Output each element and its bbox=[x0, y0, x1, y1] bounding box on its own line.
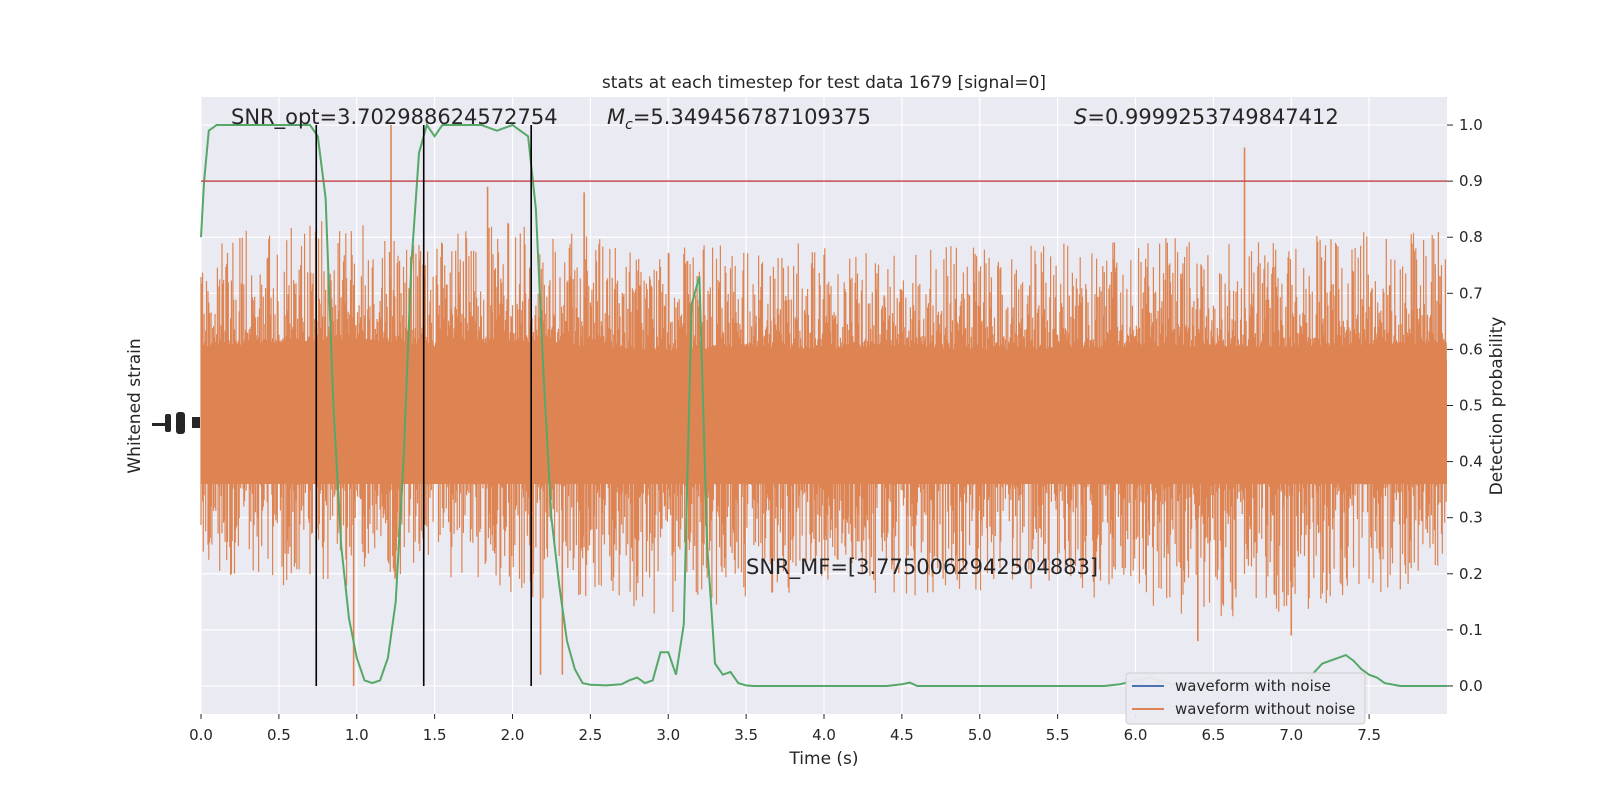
score-annotation: S=0.9999253749847412 bbox=[1074, 105, 1339, 129]
x-tick-label: 7.5 bbox=[1357, 726, 1381, 744]
y-tick-label: 0.9 bbox=[1459, 172, 1483, 190]
waveform-core-band bbox=[201, 360, 1447, 485]
x-axis-ticks: 0.0 0.5 1.0 1.5 2.0 2.5 3.0 3.5 4.0 4.5 5.0 5.5 6.0 6… bbox=[189, 714, 1381, 744]
left-axis-tick-mark bbox=[152, 423, 168, 426]
x-tick-label: 3.0 bbox=[656, 726, 680, 744]
y-tick-label: 0.8 bbox=[1459, 228, 1483, 246]
chart-title: stats at each timestep for test data 167… bbox=[602, 73, 1046, 93]
x-tick-label: 6.5 bbox=[1201, 726, 1225, 744]
chirp-mass-annotation: Mc=5.349456787109375 bbox=[607, 105, 871, 133]
x-tick-label: 3.5 bbox=[734, 726, 758, 744]
chirp-mass-subscript: c bbox=[625, 117, 633, 133]
y-tick-label: 0.3 bbox=[1459, 509, 1483, 527]
overlay-lines bbox=[201, 125, 1447, 686]
y-tick-label: 1.0 bbox=[1459, 116, 1483, 134]
legend-label-with-noise: waveform with noise bbox=[1175, 677, 1331, 695]
x-tick-label: 2.0 bbox=[501, 726, 525, 744]
legend-label-without-noise: waveform without noise bbox=[1175, 700, 1355, 718]
y-tick-label: 0.6 bbox=[1459, 340, 1483, 358]
x-tick-label: 1.5 bbox=[423, 726, 447, 744]
right-axis-label: Detection probability bbox=[1487, 317, 1507, 496]
x-tick-label: 6.0 bbox=[1124, 726, 1148, 744]
x-axis-label: Time (s) bbox=[788, 749, 858, 769]
left-axis-tick-cluster bbox=[152, 412, 200, 434]
y-tick-label: 0.2 bbox=[1459, 565, 1483, 583]
x-tick-label: 4.5 bbox=[890, 726, 914, 744]
chirp-mass-value: =5.349456787109375 bbox=[633, 105, 871, 129]
left-axis-tick-mark bbox=[165, 414, 171, 432]
y-tick-label: 0.7 bbox=[1459, 284, 1483, 302]
x-tick-label: 0.5 bbox=[267, 726, 291, 744]
snr-opt-annotation: SNR_opt=3.702988624572754 bbox=[231, 105, 558, 130]
x-tick-label: 0.0 bbox=[189, 726, 213, 744]
left-axis-tick-mark bbox=[176, 412, 185, 434]
x-tick-label: 2.5 bbox=[578, 726, 602, 744]
y-tick-label: 0.1 bbox=[1459, 621, 1483, 639]
x-tick-label: 5.0 bbox=[968, 726, 992, 744]
y-tick-label: 0.5 bbox=[1459, 397, 1483, 415]
score-symbol: S bbox=[1074, 105, 1087, 129]
x-tick-label: 1.0 bbox=[345, 726, 369, 744]
score-value: =0.9999253749847412 bbox=[1087, 105, 1338, 129]
y-tick-label: 0.4 bbox=[1459, 453, 1483, 471]
left-axis-tick-mark bbox=[192, 417, 200, 428]
chirp-mass-symbol: M bbox=[607, 105, 625, 129]
legend: waveform with noise waveform without noi… bbox=[1125, 672, 1366, 725]
right-axis-ticks: 0.0 0.1 0.2 0.3 0.4 0.5 0.6 0.7 0.8 0.9 1.0 bbox=[1447, 116, 1483, 695]
y-tick-label: 0.0 bbox=[1459, 677, 1483, 695]
x-tick-label: 5.5 bbox=[1046, 726, 1070, 744]
snr-mf-annotation: SNR_MF=[3.7750062942504883] bbox=[746, 555, 1098, 580]
left-axis-label: Whitened strain bbox=[125, 338, 145, 473]
x-tick-label: 7.0 bbox=[1279, 726, 1303, 744]
legend-box bbox=[1125, 672, 1366, 725]
x-tick-label: 4.0 bbox=[812, 726, 836, 744]
